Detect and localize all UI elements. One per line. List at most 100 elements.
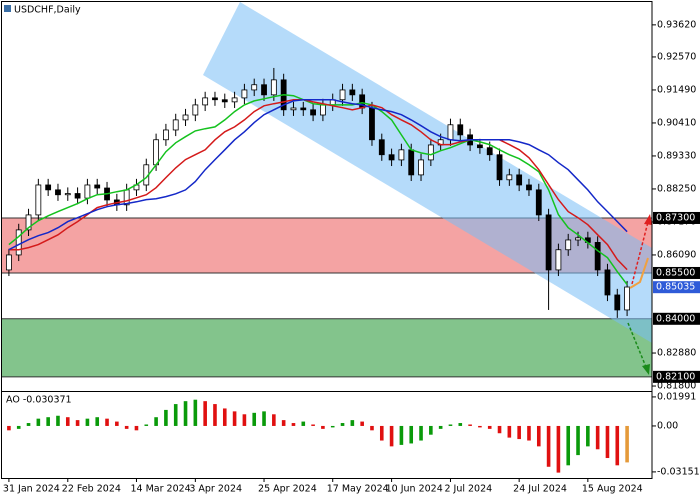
candle-body xyxy=(300,107,307,111)
ao-bar xyxy=(546,425,551,467)
ao-bar xyxy=(173,404,178,426)
x-tick-label: 10 Jun 2024 xyxy=(386,484,443,495)
ao-bar xyxy=(301,421,306,426)
ao-bar xyxy=(350,420,355,426)
x-tick-label: 14 Mar 2024 xyxy=(130,484,190,495)
ao-bar xyxy=(507,425,512,438)
ao-bar xyxy=(458,423,463,426)
candle-body xyxy=(55,189,61,196)
down-arrow xyxy=(627,322,647,368)
y-tick-label: 0.88250 xyxy=(657,183,696,194)
candle-body xyxy=(290,107,297,111)
y-tick-label: 0.93620 xyxy=(657,19,696,30)
y-tick-label: 0.86090 xyxy=(657,249,696,260)
y-tick-label: 0.81800 xyxy=(657,381,696,392)
ao-bar xyxy=(56,415,60,426)
ao-bar xyxy=(183,401,188,426)
ao-bar xyxy=(370,425,374,431)
ao-bar xyxy=(26,423,31,426)
ao-bar xyxy=(242,414,247,426)
ao-bar xyxy=(527,425,531,441)
candle-body xyxy=(594,242,601,271)
candle-body xyxy=(221,99,228,103)
ao-bar xyxy=(330,425,335,428)
candle-body xyxy=(182,114,189,121)
candle-body xyxy=(496,154,503,181)
candle-body xyxy=(624,286,630,311)
candle-body xyxy=(15,229,22,256)
candle-body xyxy=(388,154,395,161)
moving-average xyxy=(8,94,628,286)
ao-bar xyxy=(232,411,237,426)
ao-bar xyxy=(164,409,168,426)
candle-body xyxy=(545,214,552,271)
candle-body xyxy=(270,79,277,96)
x-tick-label: 22 Feb 2024 xyxy=(62,484,121,495)
y-tick-label: 0.92570 xyxy=(657,51,696,62)
ao-bar xyxy=(85,418,90,426)
ao-bar xyxy=(281,420,286,426)
annotation-layer xyxy=(627,214,652,375)
y-tick-label: 0.91490 xyxy=(657,84,696,95)
candle-body xyxy=(202,97,209,106)
x-tick-label: 17 May 2024 xyxy=(327,484,389,495)
candle-body xyxy=(526,184,532,191)
x-tick-label: 3 Apr 2024 xyxy=(189,484,242,495)
candle-body xyxy=(241,89,248,99)
ao-bar xyxy=(134,425,139,431)
ao-bar xyxy=(566,425,571,466)
ao-bar xyxy=(95,417,100,426)
candle-body xyxy=(506,174,513,181)
level-box xyxy=(653,266,700,279)
ao-bar xyxy=(154,417,158,426)
candle-body xyxy=(64,193,71,196)
ao-bar xyxy=(213,404,217,426)
moving-average xyxy=(8,98,628,271)
ao-bar xyxy=(46,417,50,426)
ao-bar xyxy=(36,418,41,426)
candle-body xyxy=(35,184,42,216)
candle-body xyxy=(378,139,385,156)
ao-bar xyxy=(625,425,629,463)
projection xyxy=(629,257,649,289)
ao-bar xyxy=(105,418,109,426)
ao-bar xyxy=(615,425,620,466)
ao-bar xyxy=(262,411,266,426)
ao-bar xyxy=(605,425,610,459)
symbol-icon xyxy=(4,5,11,12)
candle-body xyxy=(74,193,81,199)
trend-channel xyxy=(203,2,652,343)
osc-tick-label: 0.01991 xyxy=(657,391,696,402)
ao-bar xyxy=(252,412,257,426)
ao-bar xyxy=(556,425,561,473)
ao-bar xyxy=(272,414,276,426)
candle-body xyxy=(310,109,316,116)
ao-bar xyxy=(203,401,207,426)
candle-body xyxy=(25,214,32,231)
candle-body xyxy=(604,269,611,296)
ao-bar xyxy=(536,425,541,447)
ao-bar xyxy=(193,399,198,426)
candle-body xyxy=(535,189,542,216)
ao-bar xyxy=(65,417,70,426)
candle-body xyxy=(369,107,375,141)
ao-bar xyxy=(321,425,325,429)
ao-bar xyxy=(409,425,414,444)
ao-bar xyxy=(291,423,296,426)
ao-bar xyxy=(438,425,443,429)
ao-bar xyxy=(586,425,590,447)
ao-bar xyxy=(340,423,345,426)
ao-bar xyxy=(595,425,600,450)
plot-frame xyxy=(1,1,653,479)
candle-body xyxy=(6,254,12,271)
ao-bar xyxy=(419,425,423,441)
candle-body xyxy=(575,237,581,241)
ao-bar xyxy=(517,425,521,440)
candle-body xyxy=(192,104,199,116)
candle-body xyxy=(398,149,405,161)
candle-body xyxy=(349,89,356,96)
x-tick-label: 24 Jul 2024 xyxy=(513,484,567,495)
x-tick-label: 2 Jul 2024 xyxy=(444,484,492,495)
